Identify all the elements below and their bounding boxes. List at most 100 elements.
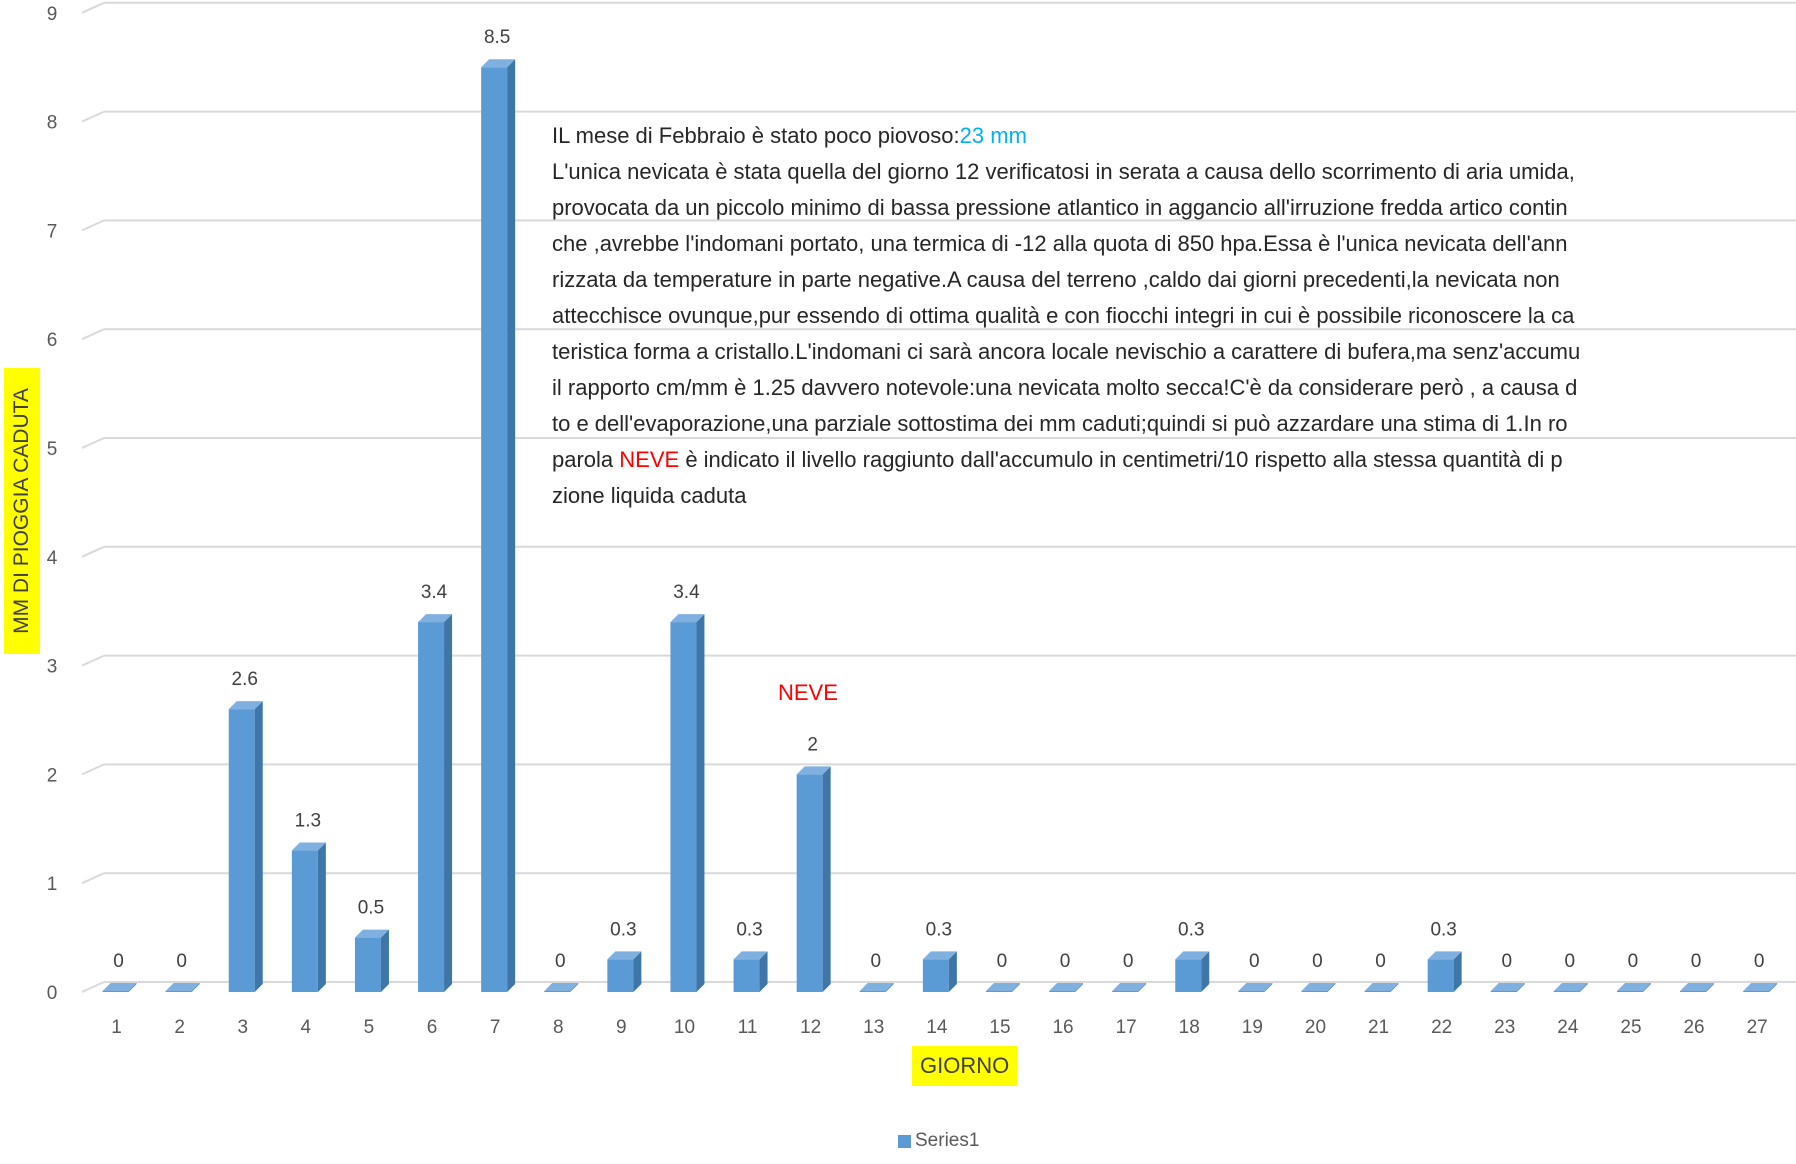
x-tick-label: 26: [1683, 1017, 1704, 1038]
bar-top: [1301, 983, 1336, 991]
bar: [1553, 991, 1580, 992]
bar: [1049, 991, 1076, 992]
data-label: 0.3: [736, 919, 762, 940]
data-label: 0: [1691, 951, 1702, 972]
note-line-10-prefix: parola: [552, 447, 620, 472]
bar-side: [633, 951, 642, 992]
x-tick-label: 22: [1431, 1017, 1452, 1038]
bar: [1301, 991, 1328, 992]
data-label: 0: [870, 951, 881, 972]
data-label: 0.3: [1430, 919, 1456, 940]
bar-top: [1490, 983, 1525, 991]
bar: [733, 959, 760, 992]
data-label: 0: [176, 951, 187, 972]
gridline-slant: [81, 545, 105, 558]
bar-side: [759, 951, 768, 992]
x-tick-label: 8: [553, 1017, 564, 1038]
note-line-1: IL mese di Febbraio è stato poco piovoso…: [552, 118, 1796, 154]
bar-side: [1011, 983, 1020, 992]
data-label: 3.4: [673, 582, 700, 603]
data-label: 8.5: [484, 27, 510, 48]
bar-side: [822, 766, 831, 992]
y-axis-title-box: MM DI PIOGGIA CADUTA: [4, 368, 40, 654]
data-label: 0: [113, 951, 124, 972]
y-tick-label: 6: [47, 330, 58, 351]
data-label: 0: [1312, 951, 1323, 972]
bar-side: [696, 614, 705, 992]
bar-side: [1327, 983, 1336, 992]
bar-side: [1706, 983, 1715, 992]
note-line-8: il rapporto cm/mm è 1.25 davvero notevol…: [552, 375, 1578, 400]
data-label: 0: [1375, 951, 1386, 972]
bar-side: [191, 983, 200, 992]
bar: [1364, 991, 1391, 992]
bar-side: [1453, 951, 1462, 992]
bar-top: [922, 951, 957, 960]
data-label: 0.3: [610, 919, 636, 940]
y-axis-title: MM DI PIOGGIA CADUTA: [10, 388, 33, 634]
bar-top: [228, 701, 263, 710]
bar-top: [544, 983, 579, 991]
note-line-6: attecchisce ovunque,pur essendo di ottim…: [552, 303, 1575, 328]
x-tick-label: 12: [800, 1017, 821, 1038]
data-label: 0: [555, 951, 566, 972]
bar: [102, 991, 129, 992]
x-tick-label: 1: [111, 1017, 122, 1038]
data-label: 0: [1249, 951, 1260, 972]
x-tick-label: 17: [1116, 1017, 1137, 1038]
bar-top: [1680, 983, 1715, 991]
x-tick-label: 18: [1179, 1017, 1200, 1038]
note-line-10-suffix: è indicato il livello raggiunto dall'acc…: [679, 447, 1563, 472]
bar-side: [1264, 983, 1273, 992]
bar: [228, 709, 255, 992]
total-rain-value: 23 mm: [959, 123, 1027, 148]
gridline-slant: [81, 1, 105, 14]
bar: [354, 937, 381, 992]
bar: [1238, 991, 1265, 992]
bar: [544, 991, 571, 992]
bar-side: [1075, 983, 1084, 992]
bar-top: [796, 766, 831, 775]
x-tick-label: 20: [1305, 1017, 1326, 1038]
data-label: 3.4: [421, 582, 448, 603]
legend-swatch: [898, 1134, 911, 1148]
y-tick-label: 7: [47, 221, 58, 242]
x-tick-label: 14: [926, 1017, 948, 1038]
x-tick-label: 7: [490, 1017, 501, 1038]
bar-side: [1516, 983, 1525, 992]
bar-top: [354, 929, 389, 938]
bar: [165, 991, 192, 992]
x-tick-label: 4: [301, 1017, 312, 1038]
bar-side: [1769, 983, 1778, 992]
bar-top: [1553, 983, 1588, 991]
y-tick-label: 9: [47, 4, 58, 25]
x-tick-label: 21: [1368, 1017, 1389, 1038]
bar-top: [1175, 951, 1210, 960]
bar: [1175, 959, 1202, 992]
bar-side: [507, 59, 516, 992]
bar: [291, 850, 318, 992]
x-tick-label: 11: [738, 1017, 758, 1038]
gridline-slant: [81, 981, 105, 993]
data-label: 0.3: [1178, 919, 1204, 940]
data-label: 1.3: [295, 811, 321, 832]
bar: [1112, 991, 1139, 992]
x-tick-label: 24: [1557, 1017, 1579, 1038]
bar: [607, 959, 634, 992]
note-line-7: teristica forma a cristallo.L'indomani c…: [552, 339, 1581, 364]
x-tick-label: 5: [364, 1017, 375, 1038]
bar-top: [481, 59, 516, 68]
legend[interactable]: Series1: [898, 1130, 979, 1152]
bar: [922, 959, 949, 992]
note-line-9: to e dell'evaporazione,una parziale sott…: [552, 411, 1568, 436]
bar-side: [570, 983, 579, 992]
note-line-10: parola NEVE è indicato il livello raggiu…: [552, 442, 1796, 478]
note-line-1-text: IL mese di Febbraio è stato poco piovoso…: [552, 123, 960, 148]
bar: [1427, 959, 1454, 992]
note-line-3: provocata da un piccolo minimo di bassa …: [552, 195, 1568, 220]
bar: [859, 991, 886, 992]
bar-side: [1642, 983, 1651, 992]
bar: [481, 67, 508, 992]
